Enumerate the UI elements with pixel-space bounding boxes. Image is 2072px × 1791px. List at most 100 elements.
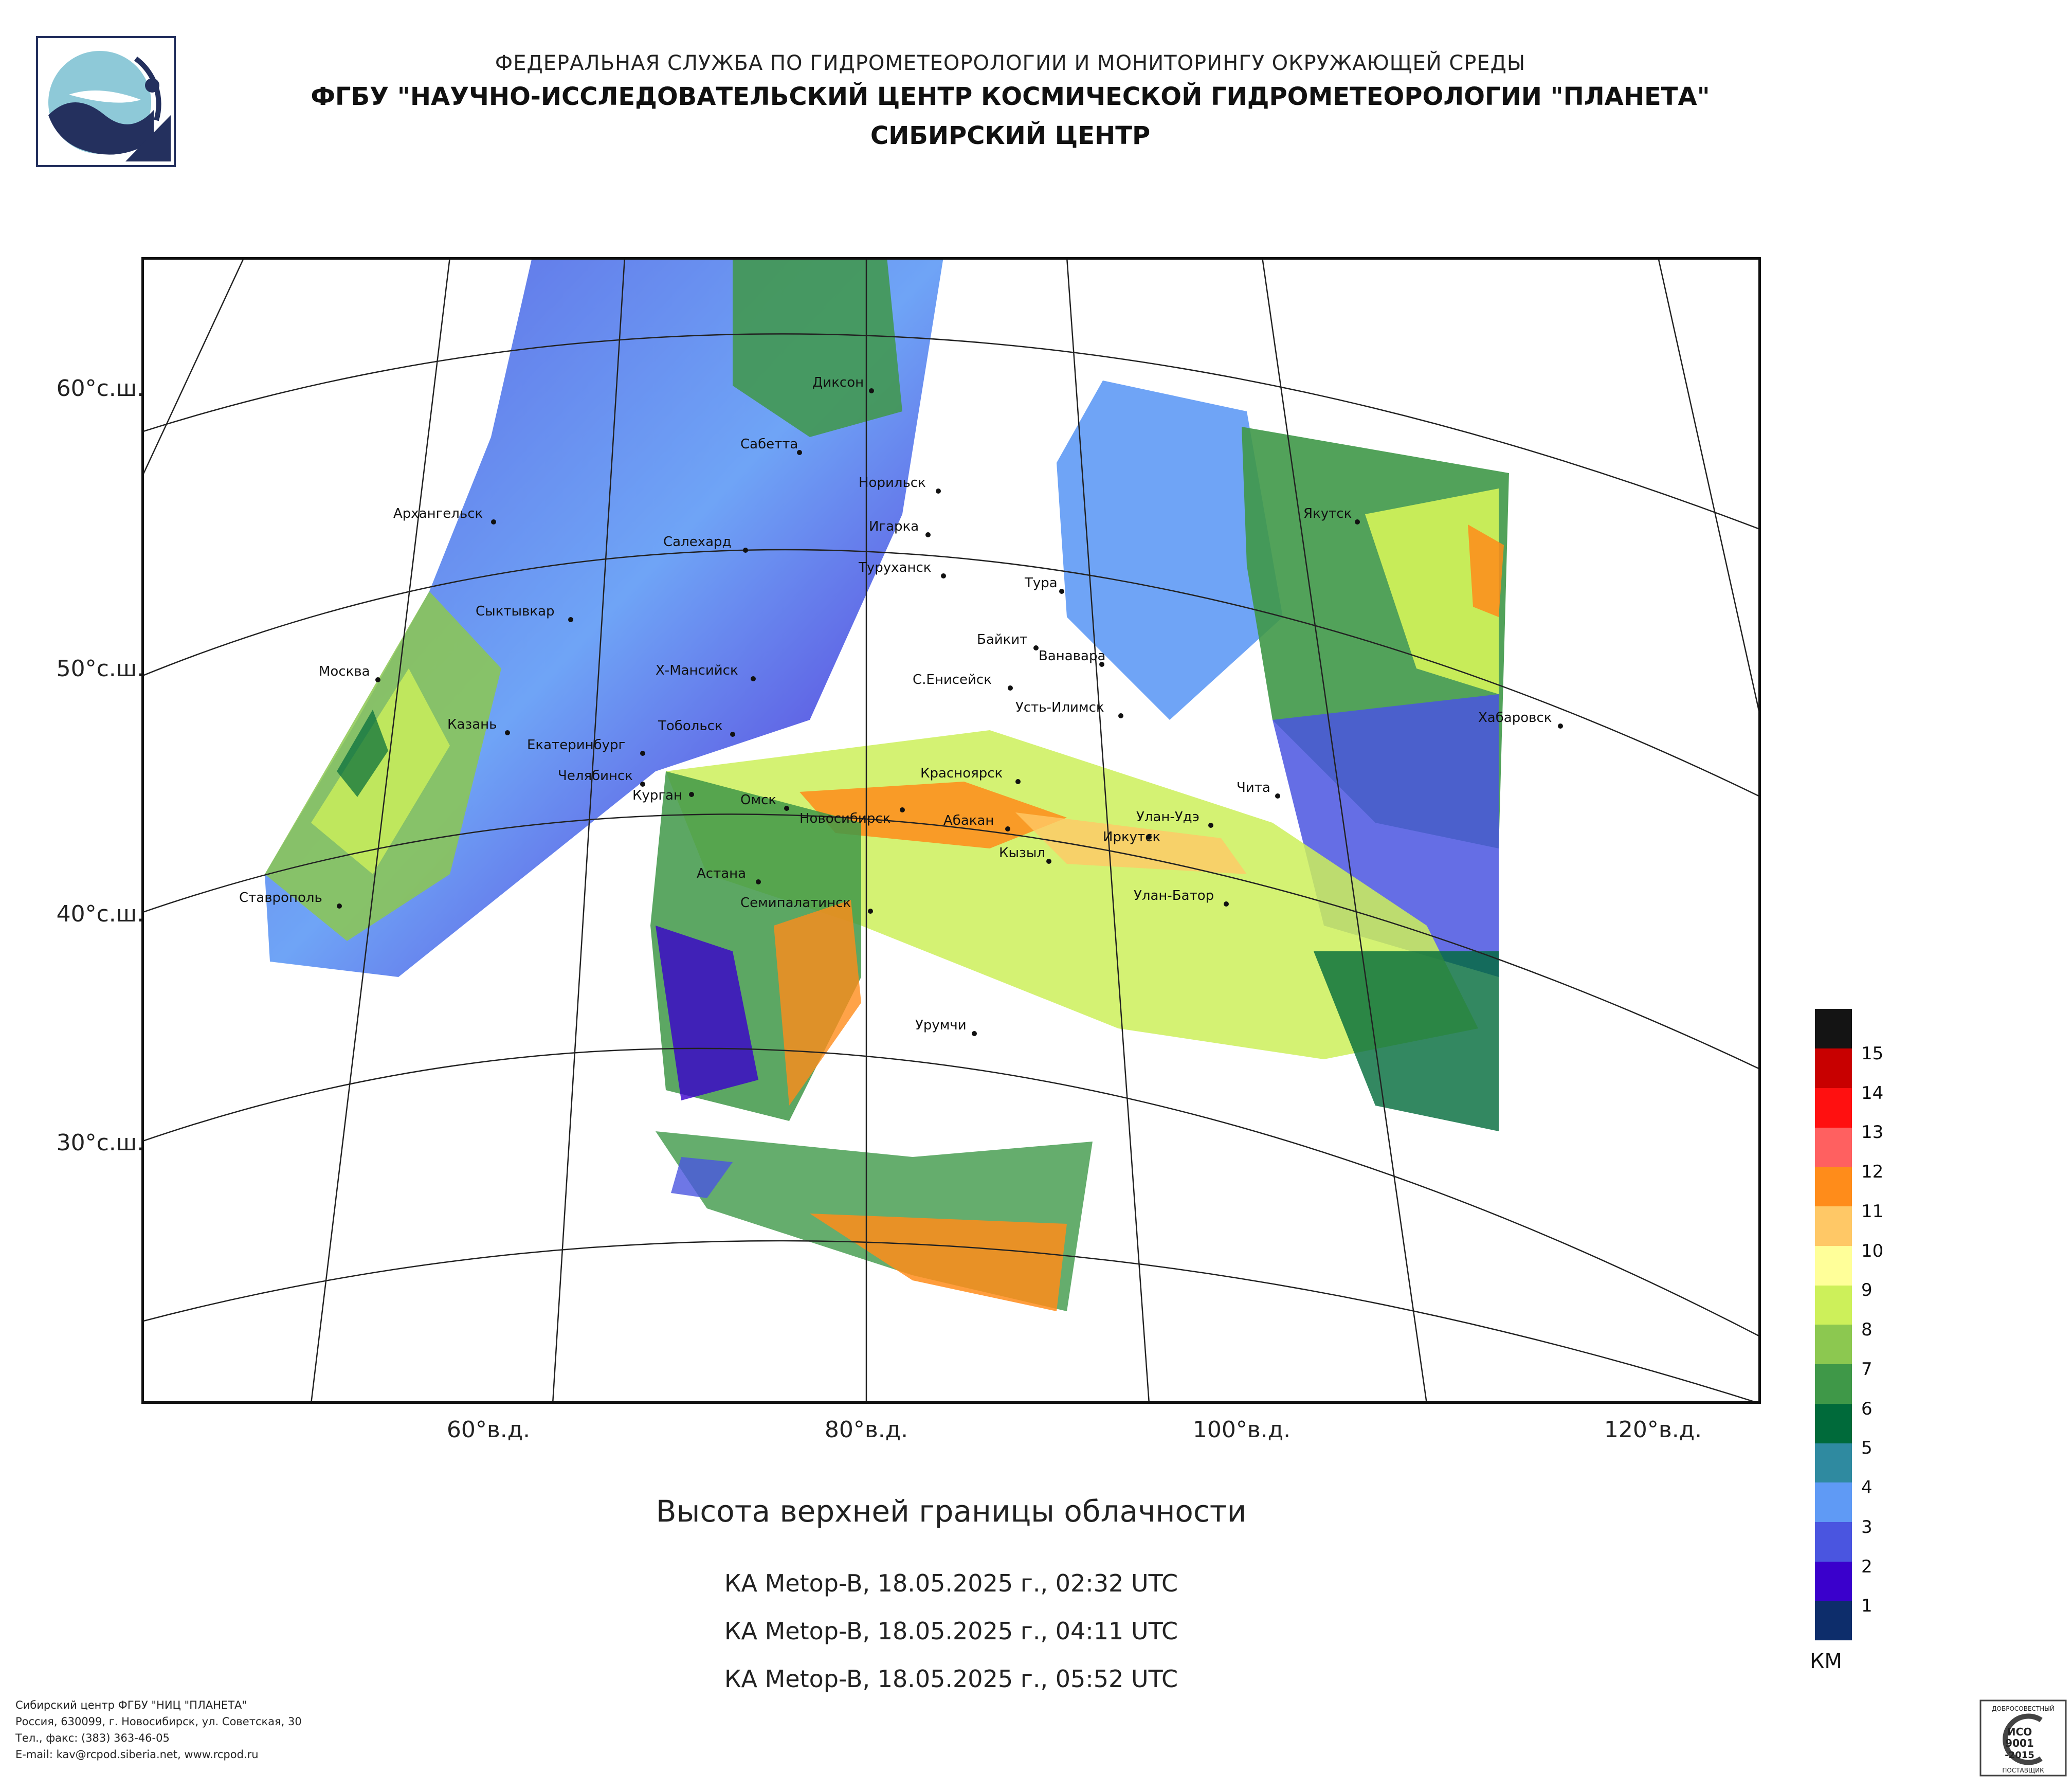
city-label: Казань [447,717,497,732]
footer-phone: Тел., факс: (383) 363-46-05 [15,1732,170,1744]
legend-color-band [1815,1048,1852,1088]
legend-level-label: 3 [1861,1516,1873,1537]
city-label: Чита [1237,780,1270,795]
city-label: Иркутск [1103,829,1160,845]
footer-contacts: Сибирский центр ФГБУ "НИЦ "ПЛАНЕТА" Росс… [15,1697,302,1763]
city-label: Новосибирск [799,811,890,826]
map-frame [141,257,1761,1404]
city-label: Сабетта [740,437,798,452]
legend-level-label: 14 [1861,1082,1884,1103]
header-institute: ФГБУ "НАУЧНО-ИССЛЕДОВАТЕЛЬСКИЙ ЦЕНТР КОС… [311,82,1710,111]
footer-address: Россия, 630099, г. Новосибирск, ул. Сове… [15,1715,302,1728]
city-label: Урумчи [915,1018,967,1033]
city-label: Усть-Илимск [1015,700,1104,715]
footer-email: E-mail: kav@rcpod.siberia.net, www.rcpod… [15,1748,259,1761]
city-label: Москва [319,664,370,679]
graticule [141,257,1761,1404]
legend-unit: КМ [1810,1650,1842,1673]
city-label: Сыктывкар [476,604,555,619]
satellite-pass-2: КА Metop-B, 18.05.2025 г., 04:11 UTC [724,1617,1178,1645]
city-label: Байкит [977,632,1027,647]
lat-label-50: 50°с.ш. [56,656,144,682]
legend-color-band [1815,1127,1852,1167]
iso-text-2: 9001 [2005,1737,2034,1749]
header-center: СИБИРСКИЙ ЦЕНТР [870,121,1151,150]
lon-label-80: 80°в.д. [824,1417,908,1443]
lon-label-100: 100°в.д. [1192,1417,1291,1443]
city-label: Омск [740,792,776,808]
city-label: Архангельск [393,506,483,521]
city-label: Улан-Батор [1134,888,1214,903]
city-label: Х-Мансийск [656,663,738,678]
city-label: Туруханск [858,560,931,575]
iso-text-1: ИСО [2007,1726,2032,1738]
color-scale-legend [1815,1009,1852,1641]
legend-level-label: 10 [1861,1240,1884,1261]
legend-level-label: 1 [1861,1596,1873,1617]
iso-text-3: -2015 [2005,1750,2034,1761]
map-title: Высота верхней границы облачности [656,1494,1247,1529]
lat-label-40: 40°с.ш. [56,901,144,927]
city-label: Хабаровск [1478,710,1552,726]
legend-color-band [1815,1443,1852,1483]
legend-level-label: 8 [1861,1319,1873,1340]
legend-color-band [1815,1601,1852,1641]
iso-bottom-text: ПОСТАВЩИК [2002,1767,2044,1774]
city-label: Якутск [1303,506,1352,521]
planeta-logo-graphic [48,51,171,161]
city-label: Норильск [859,475,926,491]
legend-color-band [1815,1482,1852,1522]
city-label: Диксон [812,375,864,390]
legend-level-label: 11 [1861,1201,1884,1222]
legend-color-band [1815,1325,1852,1364]
iso-certification-badge: ДОБРОСОВЕСТНЫЙ ИСО 9001 -2015 ПОСТАВЩИК [1979,1699,2067,1777]
city-label: Игарка [869,519,919,534]
lon-label-120: 120°в.д. [1604,1417,1702,1443]
legend-color-band [1815,1364,1852,1404]
lat-label-30: 30°с.ш. [56,1130,144,1156]
legend-color-band [1815,1167,1852,1206]
cloud-top-height-map: Диксон Сабетта Норильск Архангельск Игар… [141,257,1761,1404]
legend-color-band [1815,1245,1852,1286]
city-label: Кызыл [999,845,1045,861]
city-label: Ванавара [1039,648,1105,664]
satellite-pass-1: КА Metop-B, 18.05.2025 г., 02:32 UTC [724,1569,1178,1597]
city-label: Улан-Удэ [1136,809,1199,825]
city-label: Абакан [943,813,994,828]
city-label: Курган [632,788,682,803]
iso-top-text: ДОБРОСОВЕСТНЫЙ [1992,1705,2055,1712]
legend-color-band [1815,1403,1852,1443]
city-label: Тура [1024,575,1058,591]
city-label: Салехард [663,534,732,550]
legend-color-band [1815,1285,1852,1325]
legend-level-label: 5 [1861,1438,1873,1459]
legend-level-label: 4 [1861,1477,1873,1498]
legend-level-label: 2 [1861,1556,1873,1577]
city-label: Тобольск [658,718,723,734]
satellite-pass-3: КА Metop-B, 18.05.2025 г., 05:52 UTC [724,1665,1178,1693]
city-label: Челябинск [558,768,633,784]
city-label: С.Енисейск [913,672,992,688]
city-label: Астана [697,866,746,881]
legend-level-label: 6 [1861,1398,1873,1419]
city-markers: Диксон Сабетта Норильск Архангельск Игар… [239,375,1563,1036]
legend-color-band [1815,1009,1852,1048]
legend-color-band [1815,1088,1852,1128]
city-label: Красноярск [920,766,1003,781]
header-agency: ФЕДЕРАЛЬНАЯ СЛУЖБА ПО ГИДРОМЕТЕОРОЛОГИИ … [495,51,1526,75]
footer-org: Сибирский центр ФГБУ "НИЦ "ПЛАНЕТА" [15,1699,247,1711]
legend-level-label: 13 [1861,1122,1884,1143]
lon-label-60: 60°в.д. [446,1417,531,1443]
legend-color-band [1815,1561,1852,1601]
legend-color-band [1815,1206,1852,1246]
lat-label-60: 60°с.ш. [56,375,144,402]
legend-level-label: 9 [1861,1280,1873,1301]
legend-level-label: 15 [1861,1043,1884,1064]
legend-level-label: 7 [1861,1359,1873,1380]
legend-color-band [1815,1522,1852,1562]
city-label: Ставрополь [239,890,322,906]
legend-level-label: 12 [1861,1162,1884,1182]
planeta-logo [36,36,176,167]
city-label: Семипалатинск [740,895,851,911]
city-label: Екатеринбург [527,737,625,753]
